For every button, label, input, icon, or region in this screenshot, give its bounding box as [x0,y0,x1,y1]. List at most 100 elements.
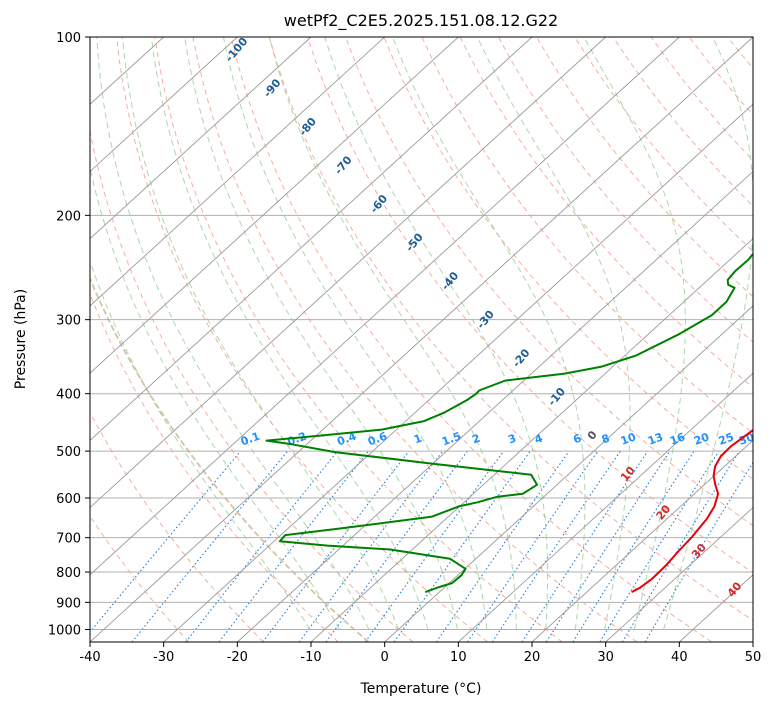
mixing-ratio-line [467,450,599,642]
y-tick-label: 200 [56,209,81,224]
dry-adiabat [497,37,753,343]
y-tick-label: 300 [56,314,81,329]
mixing-ratio-line [262,450,410,642]
y-tick-label: 700 [56,532,81,547]
grid-lines [90,37,753,642]
x-tick-label: 40 [671,650,688,665]
moist-adiabat [324,37,549,630]
mixing-ratio-label: 16 [668,430,687,448]
x-tick-label: 30 [597,650,614,665]
mixing-ratio-label: 0.1 [239,430,262,449]
x-tick-label: 20 [524,650,541,665]
mixing-ratio-label: 1.5 [440,430,463,449]
mixing-ratio-line [298,450,444,642]
x-tick-label: 10 [450,650,467,665]
moist-adiabat [150,37,429,630]
y-tick-label: 900 [56,596,81,611]
dry-adiabat-label: -50 [403,230,426,254]
dry-adiabat [268,37,753,622]
mixing-ratio-label: 6 [571,432,583,447]
mixing-ratio-label: 30 [737,430,756,448]
dry-adiabat [90,127,414,642]
mixing-ratio-label: 4 [533,432,545,447]
mixing-ratio-label: 36 [758,430,775,448]
dry-adiabat-label: 20 [654,502,674,522]
mixing-ratio-label: 10 [619,430,638,448]
dry-adiabat [192,37,638,642]
isotherm [90,37,312,240]
isotherm [531,439,753,642]
mixing-ratio-label: 0.6 [366,429,389,448]
isotherm [384,305,753,642]
dry-adiabat [90,515,190,642]
y-axis-label: Pressure (hPa) [13,289,29,389]
mixing-ratio-label: 20 [692,430,711,448]
moist-adiabat [90,259,311,630]
isotherm [752,641,753,642]
dry-adiabat [90,292,339,642]
mixing-ratio-line [435,450,570,642]
isotherm [163,103,753,642]
dry-adiabat [307,37,753,574]
moist-adiabat [476,37,631,630]
dry-adiabat [116,37,488,642]
mixing-ratio-label: 25 [717,430,736,447]
y-tick-label: 100 [56,31,81,46]
mixing-ratio-label: 1 [412,432,424,447]
mixing-ratio-label: 8 [600,432,612,447]
dry-adiabat [459,37,753,389]
isotherm [458,372,753,642]
x-tick-label: -30 [153,650,174,665]
moist-adiabats [90,37,753,630]
dry-adiabat-label: -20 [510,346,533,370]
moist-adiabat [121,37,399,630]
isotherm [90,37,680,576]
x-ticks: -40 -30 -20 -10 0 10 20 30 40 50 [79,642,761,665]
dry-adiabat-label: 0 [585,428,600,442]
x-tick-label: -10 [300,650,321,665]
x-tick-label: 50 [745,650,762,665]
y-ticks: 1000 900 800 700 600 500 400 300 200 100 [48,31,90,638]
y-tick-label: 600 [56,492,81,507]
reference-curve [90,276,370,642]
moist-adiabat [663,37,753,630]
dry-adiabat-label: 40 [725,579,745,599]
mixing-ratio-line [131,450,289,642]
isotherm [237,170,753,642]
profile-series [265,252,753,594]
dry-adiabat [727,37,753,69]
mixing-ratio-line [521,450,649,642]
moist-adiabat [222,37,488,630]
y-tick-label: 800 [56,566,81,581]
mixing-ratio-line [325,450,468,642]
dry-adiabat [766,37,775,642]
x-tick-label: -40 [79,650,100,665]
isotherm [90,37,753,642]
mixing-ratio-line [364,450,505,642]
dewpoint-line [265,252,753,594]
mixing-ratio-line [545,450,671,642]
mixing-ratio-line [572,450,695,642]
mixing-ratio-line [185,450,339,642]
chart-title: wetPf2_C2E5.2025.151.08.12.G22 [284,11,558,31]
mixing-ratio-label: 13 [646,430,665,447]
dry-adiabat-label: -80 [296,115,319,139]
isotherm [90,37,238,173]
mixing-ratio-line [90,450,242,633]
mixing-ratio-line [491,450,621,642]
isotherm [90,37,606,509]
adiabat-labels: -100-90-80-70-60-50-40-30-20-10010203040… [223,37,775,600]
y-tick-label: 400 [56,388,81,403]
dry-adiabat [536,37,753,298]
y-tick-label: 1000 [48,623,81,638]
mixing-ratio-line [621,450,740,642]
moist-adiabat [96,37,370,630]
moist-adiabat [184,37,458,630]
dry-adiabat-label: -60 [368,192,391,216]
x-tick-label: -20 [227,650,248,665]
x-tick-label: 0 [381,650,389,665]
plot-area: -100-90-80-70-60-50-40-30-20-10010203040… [90,37,775,642]
mixing-ratio-label: 2 [470,432,482,447]
isotherm [605,506,753,642]
